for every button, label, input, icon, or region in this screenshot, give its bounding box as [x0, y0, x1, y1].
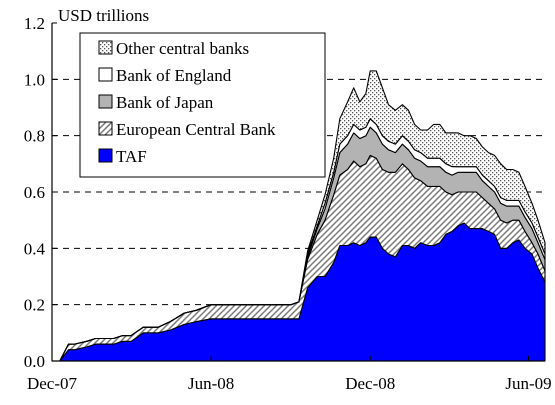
legend-label: Other central banks	[116, 39, 249, 58]
legend-swatch-diagonal	[98, 121, 113, 136]
y-tick-label: 0.8	[24, 127, 45, 146]
y-tick-label: 0.2	[24, 296, 45, 315]
legend-label: European Central Bank	[116, 120, 276, 139]
x-tick-label: Dec-08	[345, 374, 395, 393]
x-tick-label: Jun-08	[188, 374, 234, 393]
legend-swatch-white	[98, 67, 113, 82]
legend-label: TAF	[116, 147, 147, 166]
x-tick-label: Jun-09	[505, 374, 551, 393]
legend-box	[79, 32, 326, 178]
legend-swatch-dots	[98, 40, 113, 55]
legend-swatch-blue	[98, 148, 113, 163]
legend-label: Bank of Japan	[116, 93, 214, 112]
legend-item-bank-of-japan: Bank of Japan	[98, 93, 214, 112]
y-tick-label: 0.4	[24, 239, 46, 258]
y-tick-label: 1.2	[24, 14, 45, 33]
legend-item-taf: TAF	[98, 147, 147, 166]
y-axis-ticks: 0.0 0.2 0.4 0.6 0.8 1.0 1.2	[24, 14, 57, 371]
legend-item-other-central-banks: Other central banks	[98, 39, 249, 58]
x-tick-label: Dec-07	[27, 374, 78, 393]
legend-item-bank-of-england: Bank of England	[98, 66, 232, 85]
x-axis-ticks: Dec-07 Jun-08 Dec-08 Jun-09	[27, 356, 552, 393]
legend-swatch-gray	[98, 94, 113, 109]
y-tick-label: 1.0	[24, 70, 45, 89]
legend-item-european-central-bank: European Central Bank	[98, 120, 276, 139]
y-axis-unit-label: USD trillions	[58, 6, 149, 25]
legend: Other central banks Bank of England Bank…	[79, 32, 326, 178]
series-areas	[51, 70, 546, 362]
legend-label: Bank of England	[116, 66, 232, 85]
y-tick-label: 0.6	[24, 183, 45, 202]
area-other-central-banks	[51, 70, 546, 362]
y-tick-label: 0.0	[24, 352, 45, 371]
